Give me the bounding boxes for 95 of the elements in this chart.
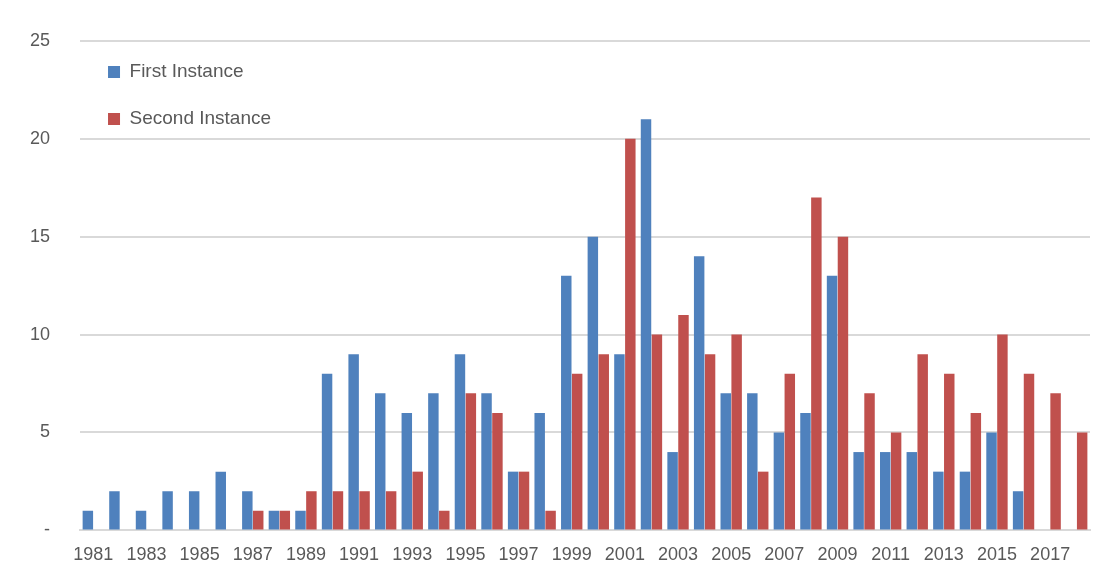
bar (279, 510, 291, 530)
bar (82, 510, 94, 530)
bar (1050, 393, 1061, 530)
y-tick-label: 5 (40, 421, 51, 442)
bar (348, 354, 359, 530)
bar (837, 236, 849, 530)
x-tick-label: 2017 (1030, 544, 1071, 565)
bar (879, 452, 891, 530)
x-tick-label: 1983 (126, 544, 167, 565)
bar (507, 471, 519, 530)
x-tick-label: 1993 (392, 544, 433, 565)
bar (109, 491, 120, 530)
bar (306, 491, 317, 530)
y-tick-label: 10 (29, 323, 51, 344)
x-tick-label: 1991 (339, 544, 380, 565)
bar (385, 491, 397, 530)
x-tick-label: 1997 (498, 544, 539, 565)
bar (800, 412, 811, 530)
bar (811, 197, 822, 530)
bar (561, 275, 572, 530)
bar (598, 354, 609, 530)
bar (890, 432, 902, 530)
bar (917, 354, 928, 530)
x-tick-label: 2001 (604, 544, 645, 565)
y-tick-label: 25 (29, 29, 51, 50)
bar (492, 412, 503, 530)
bar (268, 510, 280, 530)
bar (428, 393, 439, 530)
bar (481, 393, 492, 530)
bar (188, 491, 200, 530)
bar (640, 119, 652, 530)
bar (864, 393, 875, 530)
y-tick-label: 20 (29, 127, 51, 148)
bar (587, 236, 599, 530)
x-tick-label: 1985 (179, 544, 220, 565)
y-tick-label: - (44, 519, 51, 540)
bar (1076, 432, 1088, 530)
bar (162, 491, 173, 530)
bar (704, 354, 716, 530)
legend-label: Second Instance (129, 107, 272, 129)
bar (720, 393, 731, 530)
bar (853, 452, 864, 530)
bar (295, 510, 306, 530)
bar (215, 471, 226, 530)
x-tick-label: 1999 (551, 544, 592, 565)
bar (614, 354, 625, 530)
bar (374, 393, 386, 530)
bar (359, 491, 370, 530)
bar (625, 138, 636, 530)
bar (784, 373, 796, 530)
x-tick-label: 2011 (871, 544, 911, 565)
bar (906, 452, 918, 530)
bar (933, 471, 944, 530)
bar (454, 354, 466, 530)
x-tick-label: 2005 (711, 544, 752, 565)
bar (959, 471, 971, 530)
bar (773, 432, 785, 530)
x-tick-label: 1981 (73, 544, 114, 565)
bar (571, 373, 583, 530)
bar (412, 471, 423, 530)
bar (986, 432, 997, 530)
bar (731, 334, 742, 530)
bar (826, 275, 838, 530)
x-tick-label: 2003 (658, 544, 699, 565)
bar (401, 412, 413, 530)
x-tick-label: 1987 (232, 544, 273, 565)
x-tick-label: 2015 (976, 544, 1017, 565)
bar (135, 510, 147, 530)
bar (545, 510, 556, 530)
bar (757, 471, 769, 530)
bar (465, 393, 477, 530)
bar (242, 491, 253, 530)
bar (997, 334, 1008, 530)
legend-label: First Instance (129, 60, 244, 82)
bar (439, 510, 450, 530)
bar (970, 412, 982, 530)
x-tick-label: 2013 (923, 544, 964, 565)
bar (321, 373, 333, 530)
bar (651, 334, 663, 530)
bar (534, 412, 545, 530)
y-tick-label: 15 (29, 225, 51, 246)
bar (518, 471, 530, 530)
bar (678, 314, 689, 530)
x-tick-label: 2007 (764, 544, 805, 565)
bar (1023, 373, 1035, 530)
x-tick-label: 1989 (285, 544, 326, 565)
bar (693, 256, 705, 530)
bar (253, 510, 264, 530)
bar (747, 393, 758, 530)
x-tick-label: 2009 (817, 544, 858, 565)
bar (944, 373, 955, 530)
x-tick-label: 1995 (445, 544, 486, 565)
bar (667, 452, 678, 530)
bar (332, 491, 344, 530)
bar (1012, 491, 1024, 530)
